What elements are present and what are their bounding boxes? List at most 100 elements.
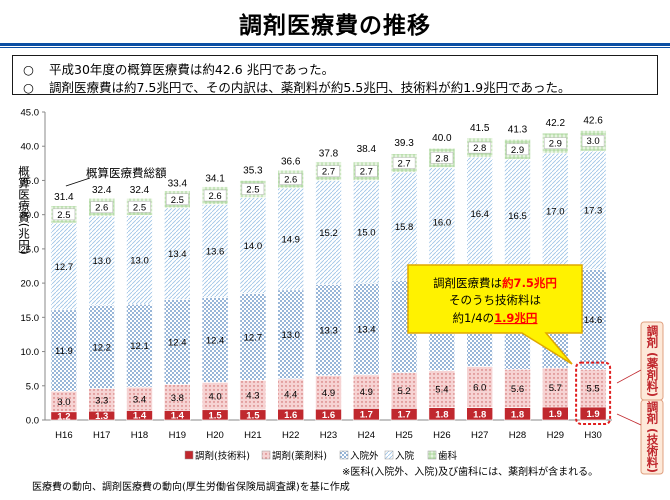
data-label-box	[241, 183, 265, 195]
bar-segment	[541, 367, 569, 408]
bar-segment	[164, 299, 191, 385]
data-label: 4.9	[360, 387, 373, 398]
note-1-text: 平成30年度の概算医療費は約42.6 兆円であった。	[49, 62, 335, 77]
data-label: 11.9	[55, 346, 73, 357]
total-label: 37.8	[319, 148, 339, 159]
h30-highlight-box	[575, 361, 612, 425]
callout-line-1: 調剤医療費は約7.5兆円	[433, 276, 557, 290]
bar-segment	[277, 378, 305, 410]
data-label: 1.6	[284, 410, 297, 421]
x-tick-label: H22	[282, 430, 299, 441]
bar-segment	[352, 374, 380, 409]
data-label: 15.0	[357, 227, 376, 238]
y-tick-label: 30.0	[21, 210, 40, 221]
data-label: 2.5	[171, 195, 184, 206]
side-label-tech-leader	[616, 413, 642, 426]
data-label: 2.7	[322, 167, 335, 178]
bar-segment	[428, 370, 456, 408]
data-label-box	[430, 152, 454, 164]
data-label: 14.9	[281, 234, 300, 245]
data-label-box	[355, 165, 378, 177]
x-tick-label: H25	[395, 430, 412, 441]
bar-segment	[126, 304, 153, 388]
data-label-box	[581, 134, 605, 147]
data-label: 2.9	[511, 145, 524, 156]
side-label-tech: 調剤 (技術料)	[646, 400, 660, 473]
x-tick-label: H17	[93, 430, 110, 441]
bar-segment	[239, 380, 267, 411]
data-label: 13.0	[281, 330, 300, 341]
data-label: 12.1	[130, 341, 149, 352]
data-label: 17.3	[584, 206, 603, 217]
total-label: 39.3	[394, 138, 414, 149]
total-annotation: 概算医療費総額	[86, 166, 167, 180]
x-tick-label: H20	[206, 430, 223, 441]
data-label: 3.3	[95, 395, 108, 406]
data-label: 5.2	[397, 386, 410, 397]
y-tick-label: 15.0	[21, 313, 40, 324]
x-tick-label: H28	[509, 430, 526, 441]
data-label-box	[279, 173, 302, 185]
data-label: 2.8	[473, 143, 486, 154]
bar-segment	[239, 197, 267, 294]
note-1-marker: ○	[23, 62, 34, 77]
note-1: ○ 平成30年度の概算医療費は約42.6 兆円であった。	[23, 59, 334, 78]
data-label: 1.7	[360, 410, 373, 421]
data-label: 13.4	[168, 249, 187, 260]
data-label: 1.9	[549, 409, 562, 420]
x-tick-label: H23	[320, 430, 337, 441]
total-label: 36.6	[281, 156, 301, 167]
data-label-box	[468, 141, 491, 154]
data-label: 17.0	[546, 207, 565, 218]
data-label: 2.6	[95, 203, 108, 214]
total-label: 41.3	[508, 124, 528, 135]
data-label: 2.9	[549, 139, 562, 150]
bar-segment	[315, 375, 342, 410]
x-tick-label: H27	[471, 430, 488, 441]
bar-segment	[352, 282, 380, 376]
data-label: 14.0	[244, 241, 263, 252]
x-tick-label: H29	[547, 430, 564, 441]
data-label: 13.6	[206, 246, 225, 257]
data-label: 16.5	[508, 211, 527, 222]
data-label: 15.8	[395, 222, 414, 233]
data-label: 16.4	[470, 209, 489, 220]
data-label: 4.3	[246, 391, 259, 402]
data-label: 12.7	[244, 332, 263, 343]
data-label: 12.2	[92, 342, 111, 353]
legend-label: 調剤(薬剤料)	[272, 450, 327, 462]
data-label-box	[544, 137, 567, 149]
data-label: 4.0	[208, 392, 221, 403]
note-2-text: 調剤医療費は約7.5兆円で、その内訳は、薬剤料が約5.5兆円、技術料が約1.9兆…	[49, 80, 571, 95]
note-2: ○ 調剤医療費は約7.5兆円で、その内訳は、薬剤料が約5.5兆円、技術料が約1.9…	[23, 77, 571, 96]
callout-box	[407, 264, 583, 365]
data-label-box	[203, 189, 227, 202]
x-tick-label: H18	[131, 430, 148, 441]
data-label: 13.0	[92, 256, 111, 267]
callout-line-2: そのうち技術料は	[449, 293, 541, 307]
data-label-box	[90, 201, 113, 213]
total-label: 34.1	[205, 174, 225, 185]
data-label: 2.6	[208, 191, 221, 202]
bar-segment	[504, 369, 531, 408]
legend-label: 歯科	[438, 450, 458, 462]
data-label: 1.8	[435, 409, 448, 420]
notes-box: ○ 平成30年度の概算医療費は約42.6 兆円であった。 ○ 調剤医療費は約7.5兆…	[12, 55, 658, 95]
data-label-box	[506, 143, 529, 156]
data-label: 2.6	[284, 175, 297, 186]
legend-swatch	[184, 450, 194, 460]
total-label: 31.4	[54, 192, 74, 203]
legend-label: 入院	[395, 450, 415, 462]
total-label: 41.5	[470, 123, 490, 134]
title-bar: 調剤医療費の推移	[0, 0, 670, 50]
data-label: 2.7	[360, 167, 373, 178]
y-tick-label: 40.0	[21, 142, 40, 153]
total-label: 38.4	[357, 144, 377, 155]
y-tick-label: 45.0	[21, 108, 40, 119]
data-label-box	[166, 193, 189, 206]
total-annotation-leader	[65, 177, 91, 187]
data-label: 2.7	[397, 158, 410, 169]
data-label: 12.4	[206, 335, 225, 346]
data-label: 1.5	[246, 410, 260, 421]
